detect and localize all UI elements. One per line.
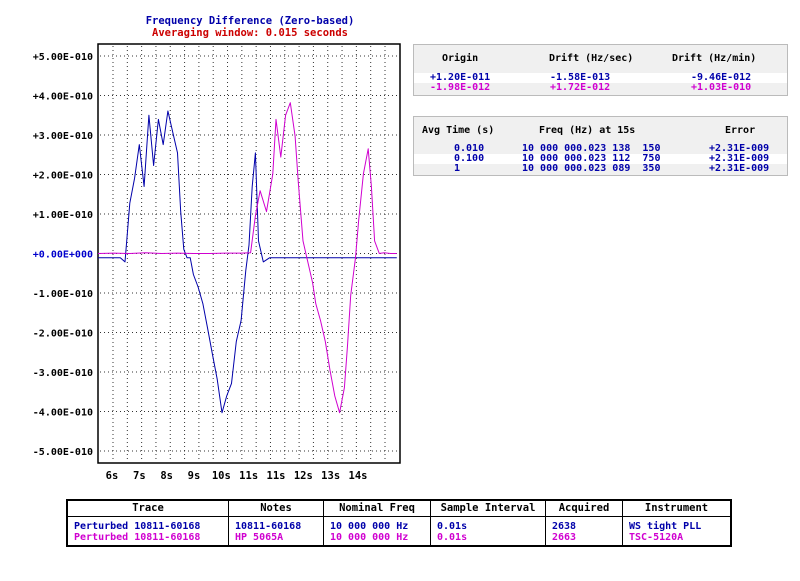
- avg-freq: 10 000 000.023 112 750: [522, 153, 661, 164]
- trace-info-header-row: Trace Notes Nominal Freq Sample Interval…: [66, 500, 731, 517]
- drift-panel-header: Origin Drift (Hz/sec) Drift (Hz/min): [414, 45, 787, 71]
- y-axis-ticks: +5.00E-010 +4.00E-010 +3.00E-010 +2.00E-010…: [33, 52, 93, 458]
- frequency-difference-plot: +5.00E-010 +4.00E-010 +3.00E-010 +2.00E-010…: [33, 43, 401, 482]
- x-tick-label: 11s: [239, 470, 258, 482]
- trace-sample-interval: 0.01s: [430, 532, 546, 546]
- avg-error: +2.31E-009: [709, 153, 770, 164]
- drift-header-origin: Origin: [442, 53, 479, 64]
- trace-nominal-freq: 10 000 000 Hz: [323, 532, 431, 546]
- avg-time: 0.010: [454, 143, 485, 154]
- averaging-panel: Avg Time (s) Freq (Hz) at 15s Error 0.01…: [413, 116, 788, 176]
- series-line-2: [97, 102, 397, 414]
- avg-error: +2.31E-009: [709, 143, 770, 154]
- avg-error: +2.31E-009: [709, 163, 770, 174]
- avg-row: 0.100 10 000 000.023 112 750 +2.31E-009: [414, 154, 787, 164]
- drift-panel: Origin Drift (Hz/sec) Drift (Hz/min) +1.…: [413, 44, 788, 96]
- series-layer: [97, 102, 397, 414]
- chart-subtitle: Averaging window: 0.015 seconds: [152, 27, 348, 39]
- avg-header-error: Error: [725, 125, 756, 136]
- trace-nominal-freq: 10 000 000 Hz: [323, 516, 431, 532]
- avg-freq: 10 000 000.023 089 350: [522, 163, 661, 174]
- header-acquired: Acquired: [545, 500, 623, 517]
- drift-row: +1.20E-011 -1.58E-013 -9.46E-012: [414, 73, 787, 83]
- y-tick-label: +4.00E-010: [33, 92, 93, 103]
- avg-time: 0.100: [454, 153, 485, 164]
- y-tick-label: +3.00E-010: [33, 131, 93, 142]
- table-row[interactable]: Perturbed 10811-60168 HP 5065A 10 000 00…: [66, 532, 731, 546]
- trace-acquired: 2638: [545, 516, 623, 532]
- avg-freq: 10 000 000.023 138 150: [522, 143, 661, 154]
- x-tick-label: 6s: [106, 470, 119, 482]
- trace-info-table: Trace Notes Nominal Freq Sample Interval…: [66, 499, 732, 547]
- x-tick-label: 12s: [294, 470, 313, 482]
- avg-row: 1 10 000 000.023 089 350 +2.31E-009: [414, 164, 787, 174]
- drift-header-hz-sec: Drift (Hz/sec): [549, 53, 634, 64]
- chart-title: Frequency Difference (Zero-based): [145, 15, 355, 27]
- x-tick-label: 14s: [349, 470, 368, 482]
- drift-origin: +1.20E-011: [430, 72, 491, 83]
- y-tick-label: -5.00E-010: [33, 447, 93, 458]
- drift-header-hz-min: Drift (Hz/min): [672, 53, 757, 64]
- x-tick-label: 7s: [133, 470, 146, 482]
- trace-acquired: 2663: [545, 532, 623, 546]
- table-row[interactable]: Perturbed 10811-60168 10811-60168 10 000…: [66, 516, 731, 532]
- y-tick-label: +2.00E-010: [33, 171, 93, 182]
- y-tick-label: +0.00E+000: [33, 250, 93, 261]
- trace-notes: HP 5065A: [228, 532, 324, 546]
- trace-name: Perturbed 10811-60168: [66, 532, 229, 546]
- avg-header-time: Avg Time (s): [422, 125, 495, 136]
- trace-notes: 10811-60168: [228, 516, 324, 532]
- y-tick-label: -1.00E-010: [33, 289, 93, 300]
- drift-hz-sec: -1.58E-013: [550, 72, 611, 83]
- trace-sample-interval: 0.01s: [430, 516, 546, 532]
- header-sample-interval: Sample Interval: [430, 500, 546, 517]
- drift-hz-sec: +1.72E-012: [550, 82, 611, 93]
- header-trace: Trace: [66, 500, 229, 517]
- avg-row: 0.010 10 000 000.023 138 150 +2.31E-009: [414, 144, 787, 154]
- trace-instrument: WS tight PLL: [622, 516, 731, 532]
- y-tick-label: -3.00E-010: [33, 368, 93, 379]
- header-instrument: Instrument: [622, 500, 731, 517]
- x-axis-ticks: 6s 7s 8s 9s 10s 11s 11s 12s 13s 14s: [106, 470, 368, 482]
- trace-name: Perturbed 10811-60168: [66, 516, 229, 532]
- series-line-1: [98, 110, 397, 414]
- y-tick-label: -2.00E-010: [33, 329, 93, 340]
- header-nominal-freq: Nominal Freq: [323, 500, 431, 517]
- drift-hz-min: +1.03E-010: [691, 82, 752, 93]
- drift-row: -1.98E-012 +1.72E-012 +1.03E-010: [414, 83, 787, 93]
- avg-header-freq: Freq (Hz) at 15s: [539, 125, 636, 136]
- y-tick-label: +1.00E-010: [33, 210, 93, 221]
- y-tick-label: +5.00E-010: [33, 52, 93, 63]
- drift-hz-min: -9.46E-012: [691, 72, 752, 83]
- x-tick-label: 10s: [212, 470, 231, 482]
- y-tick-label: -4.00E-010: [33, 408, 93, 419]
- avg-time: 1: [454, 163, 461, 174]
- header-notes: Notes: [228, 500, 324, 517]
- x-tick-label: 11s: [267, 470, 286, 482]
- x-tick-label: 9s: [188, 470, 201, 482]
- drift-origin: -1.98E-012: [430, 82, 491, 93]
- x-tick-label: 13s: [321, 470, 340, 482]
- averaging-panel-header: Avg Time (s) Freq (Hz) at 15s Error: [414, 117, 787, 143]
- x-tick-label: 8s: [160, 470, 173, 482]
- trace-instrument: TSC-5120A: [622, 532, 731, 546]
